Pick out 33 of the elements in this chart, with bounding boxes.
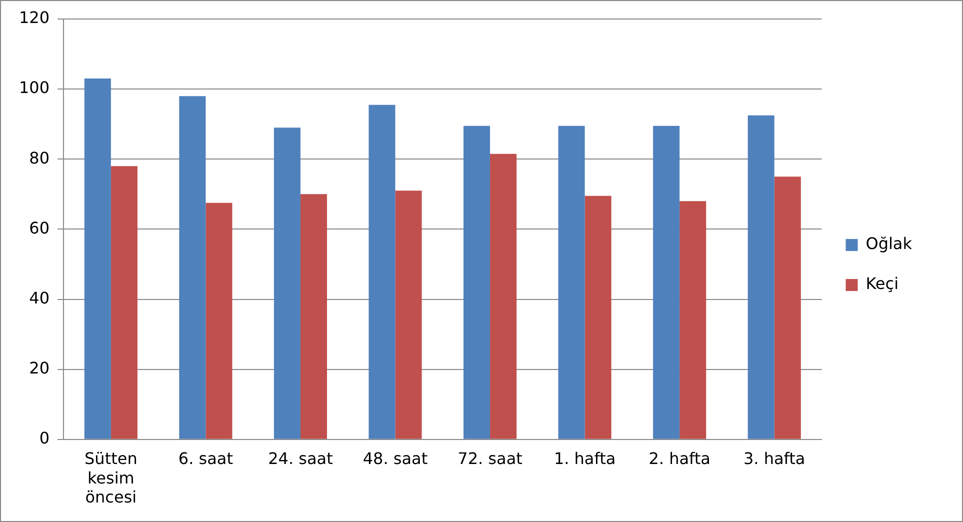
bar bbox=[558, 126, 585, 439]
y-tick-label: 120 bbox=[18, 8, 50, 28]
y-tick-label: 80 bbox=[29, 148, 50, 168]
legend-label: Oğlak bbox=[866, 234, 913, 254]
bar bbox=[206, 202, 232, 439]
bar bbox=[368, 104, 396, 439]
bar bbox=[463, 126, 490, 439]
bar bbox=[774, 176, 801, 439]
bar bbox=[748, 115, 774, 439]
x-tick-label: 24. saat bbox=[268, 449, 333, 468]
bar bbox=[300, 194, 328, 439]
x-tick-label: 48. saat bbox=[362, 449, 428, 468]
x-tick-label: 6. saat bbox=[178, 449, 233, 468]
x-tick-label: Sütten kesim öncesi bbox=[84, 449, 138, 507]
y-tick-label: 40 bbox=[29, 288, 50, 308]
x-tick-label: 72. saat bbox=[458, 449, 522, 468]
bar bbox=[680, 201, 706, 439]
bar bbox=[110, 166, 138, 439]
y-tick-label: 100 bbox=[18, 78, 50, 98]
bar bbox=[490, 154, 517, 439]
x-tick-label: 3. hafta bbox=[743, 449, 806, 468]
y-tick-label: 60 bbox=[29, 218, 50, 238]
legend-label: Keçi bbox=[866, 274, 899, 294]
bar bbox=[179, 96, 206, 439]
y-tick-label: 0 bbox=[39, 428, 50, 448]
bar bbox=[584, 196, 612, 439]
x-tick-label: 2. hafta bbox=[648, 449, 710, 468]
bar bbox=[395, 190, 422, 439]
bar bbox=[84, 78, 111, 439]
bar bbox=[274, 128, 300, 439]
x-tick-label: 1. hafta bbox=[554, 449, 616, 468]
y-tick-label: 20 bbox=[29, 358, 50, 378]
bar bbox=[653, 126, 680, 439]
